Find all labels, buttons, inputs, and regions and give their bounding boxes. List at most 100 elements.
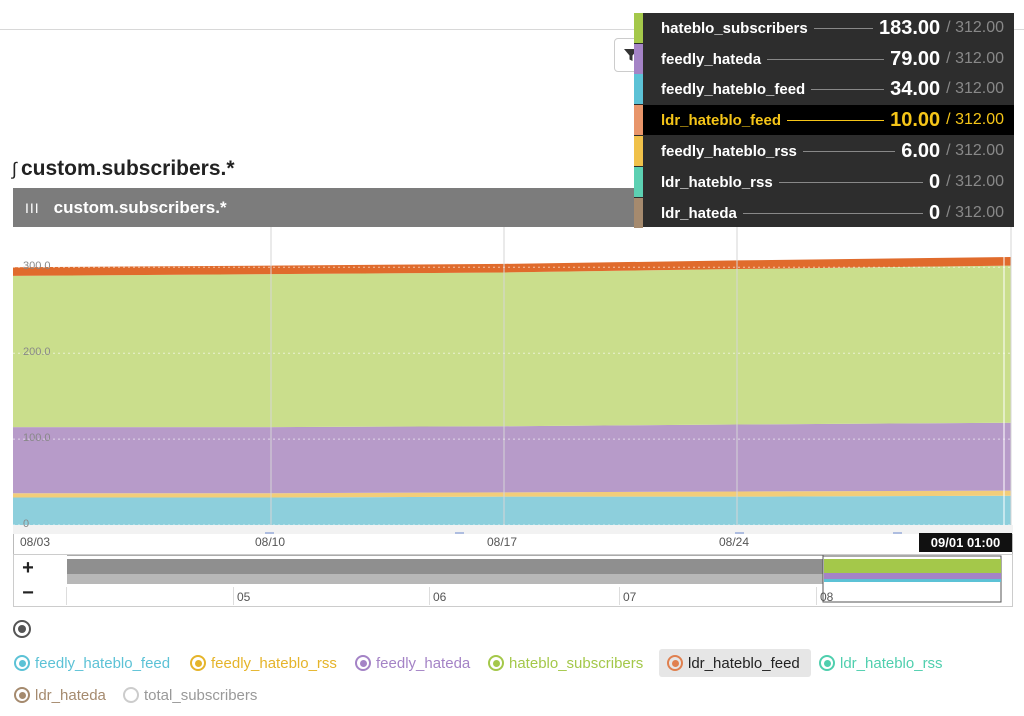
stacked-area-chart[interactable] [13, 227, 1013, 534]
x-axis-marker [735, 532, 744, 534]
legend-toggle-icon[interactable] [667, 655, 683, 671]
tooltip-row: hateblo_subscribers 183.00 / 312.00 [634, 13, 1014, 43]
legend-label: ldr_hateblo_feed [688, 654, 800, 672]
tooltip-series-name: feedly_hateda [661, 50, 762, 68]
legend-toggle-icon[interactable] [14, 687, 30, 703]
tooltip-series-name: feedly_hateblo_feed [661, 80, 806, 98]
tooltip-leader [742, 212, 924, 214]
tooltip-row: feedly_hateblo_feed 34.00 / 312.00 [634, 74, 1014, 104]
legend-toggle-icon[interactable] [355, 655, 371, 671]
time-badge: 09/01 01:00 [919, 533, 1012, 552]
y-tick-label: 100.0 [23, 432, 51, 445]
legend-toggle-icon[interactable] [488, 655, 504, 671]
area-series-hateblo_subscribers[interactable] [13, 265, 1011, 428]
zoom-in-button[interactable]: + [22, 557, 34, 579]
zoom-out-button[interactable]: − [22, 582, 34, 604]
tooltip-row: ldr_hateblo_rss 0 / 312.00 [634, 167, 1014, 197]
legend-label: feedly_hateblo_feed [35, 654, 171, 672]
area-series-ldr_hateblo_feed[interactable] [13, 257, 1011, 276]
nav-tick-separator [429, 587, 430, 605]
tooltip-total: / 312.00 [946, 19, 1004, 36]
tooltip-series-name: ldr_hateda [661, 204, 737, 222]
x-tick-label: 08/17 [487, 535, 518, 549]
toggle-all-series-button[interactable] [13, 620, 31, 638]
navigator-preview[interactable] [14, 555, 1012, 606]
series-swatch [634, 198, 643, 228]
x-axis-marker [893, 532, 902, 534]
nav-tick-separator [816, 587, 817, 605]
tooltip-value: 79.00 [890, 47, 941, 70]
hover-tooltip: hateblo_subscribers 183.00/ 312.00 feedly_… [634, 13, 1014, 228]
legend-label: ldr_hateda [35, 686, 106, 704]
area-series-feedly_hateda[interactable] [13, 422, 1011, 494]
y-tick-label: 0 [23, 518, 30, 530]
legend-label: ldr_hateblo_rss [840, 654, 943, 672]
nav-tick-separator [66, 587, 67, 605]
tooltip-row: feedly_hateblo_rss 6.00 / 312.00 [634, 136, 1014, 166]
y-tick-label: 300.0 [23, 260, 51, 273]
legend-toggle-icon[interactable] [190, 655, 206, 671]
tooltip-total: / 312.00 [946, 111, 1004, 128]
panel-title: custom.subscribers.* [53, 197, 227, 217]
series-swatch [634, 13, 643, 43]
legend-label: feedly_hateblo_rss [211, 654, 337, 672]
top-divider [0, 29, 1024, 30]
legend-item[interactable]: ldr_hateblo_rss [815, 649, 947, 677]
tooltip-total: / 312.00 [946, 50, 1004, 67]
navigator-purple [824, 573, 1001, 579]
tooltip-leader [813, 27, 873, 29]
series-swatch [634, 167, 643, 197]
tooltip-value: 10.00 [890, 108, 941, 131]
navigator-shade-light [67, 574, 823, 584]
drag-handle-icon[interactable]: III [25, 199, 40, 216]
legend-item[interactable]: feedly_hateblo_feed [10, 649, 174, 677]
legend-toggle-icon[interactable] [14, 655, 30, 671]
tooltip-value: 183.00 [879, 16, 941, 39]
x-tick-label: 08/03 [20, 535, 51, 549]
graph-title-text: custom.subscribers.* [20, 157, 235, 180]
tooltip-series-name: hateblo_subscribers [661, 19, 808, 37]
x-tick-label: 08/24 [719, 535, 750, 549]
area-series-feedly_hateblo_rss[interactable] [13, 490, 1011, 498]
tooltip-row: ldr_hateblo_feed 10.00 / 312.00 [634, 105, 1014, 135]
series-swatch [634, 74, 643, 104]
legend-label: hateblo_subscribers [509, 654, 644, 672]
tooltip-total: / 312.00 [946, 142, 1004, 159]
tooltip-row: ldr_hateda 0 / 312.00 [634, 198, 1014, 228]
legend-toggle-icon[interactable] [123, 687, 139, 703]
tooltip-row: feedly_hateda 79.00 / 312.00 [634, 44, 1014, 74]
tooltip-leader [802, 150, 896, 152]
tooltip-value: 0 [929, 170, 941, 193]
y-tick-label: 200.0 [23, 346, 51, 359]
tooltip-leader [787, 119, 885, 121]
nav-tick-separator [619, 587, 620, 605]
tooltip-series-name: feedly_hateblo_rss [661, 142, 797, 160]
tooltip-series-name: ldr_hateblo_rss [661, 173, 773, 191]
nav-tick-label: 07 [623, 590, 637, 604]
tooltip-total: / 312.00 [946, 204, 1004, 221]
legend-item[interactable]: hateblo_subscribers [484, 649, 647, 677]
area-series-feedly_hateblo_feed[interactable] [13, 495, 1011, 525]
x-axis-band [13, 525, 1013, 534]
tooltip-value: 0 [929, 201, 941, 224]
nav-tick-label: 05 [237, 590, 251, 604]
nav-tick-label: 08 [820, 590, 834, 604]
navigator-shade-dark [67, 559, 823, 574]
nav-tick-separator [233, 587, 234, 605]
tooltip-leader [778, 181, 924, 183]
legend-item[interactable]: feedly_hateda [351, 649, 474, 677]
legend-item[interactable]: total_subscribers [119, 681, 261, 709]
graph-title: ∫ custom.subscribers.* [12, 154, 235, 184]
tooltip-series-name: ldr_hateblo_feed [661, 111, 782, 129]
legend-item[interactable]: ldr_hateblo_feed [659, 649, 811, 677]
series-swatch [634, 44, 643, 74]
legend-item[interactable]: ldr_hateda [10, 681, 110, 709]
legend-label: total_subscribers [144, 686, 258, 704]
tooltip-total: / 312.00 [946, 173, 1004, 190]
graph-icon: ∫ [12, 158, 17, 179]
legend-label: feedly_hateda [376, 654, 471, 672]
legend-toggle-icon[interactable] [819, 655, 835, 671]
legend-item[interactable]: feedly_hateblo_rss [186, 649, 341, 677]
navigator[interactable] [13, 554, 1013, 607]
tooltip-total: / 312.00 [946, 80, 1004, 97]
